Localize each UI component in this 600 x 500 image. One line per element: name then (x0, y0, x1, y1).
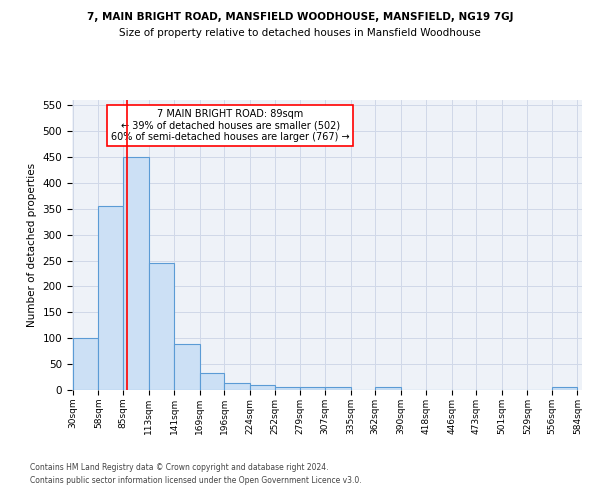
Bar (552, 388, 577, 390)
Text: Contains public sector information licensed under the Open Government Licence v3: Contains public sector information licen… (30, 476, 362, 485)
Bar (73, 338, 98, 390)
Bar (174, 344, 199, 390)
Text: Contains HM Land Registry data © Crown copyright and database right 2024.: Contains HM Land Registry data © Crown c… (30, 464, 329, 472)
Y-axis label: Number of detached properties: Number of detached properties (27, 163, 37, 327)
Bar (123, 157, 149, 390)
Bar (375, 388, 401, 390)
Bar (275, 387, 299, 390)
Bar (98, 206, 123, 390)
Bar (250, 386, 275, 390)
Bar (224, 383, 250, 390)
Text: Size of property relative to detached houses in Mansfield Woodhouse: Size of property relative to detached ho… (119, 28, 481, 38)
Text: 7 MAIN BRIGHT ROAD: 89sqm
← 39% of detached houses are smaller (502)
60% of semi: 7 MAIN BRIGHT ROAD: 89sqm ← 39% of detac… (111, 108, 349, 142)
Bar (325, 388, 350, 390)
Text: 7, MAIN BRIGHT ROAD, MANSFIELD WOODHOUSE, MANSFIELD, NG19 7GJ: 7, MAIN BRIGHT ROAD, MANSFIELD WOODHOUSE… (87, 12, 513, 22)
Bar (149, 263, 174, 390)
Bar (299, 388, 325, 390)
Bar (199, 374, 224, 390)
